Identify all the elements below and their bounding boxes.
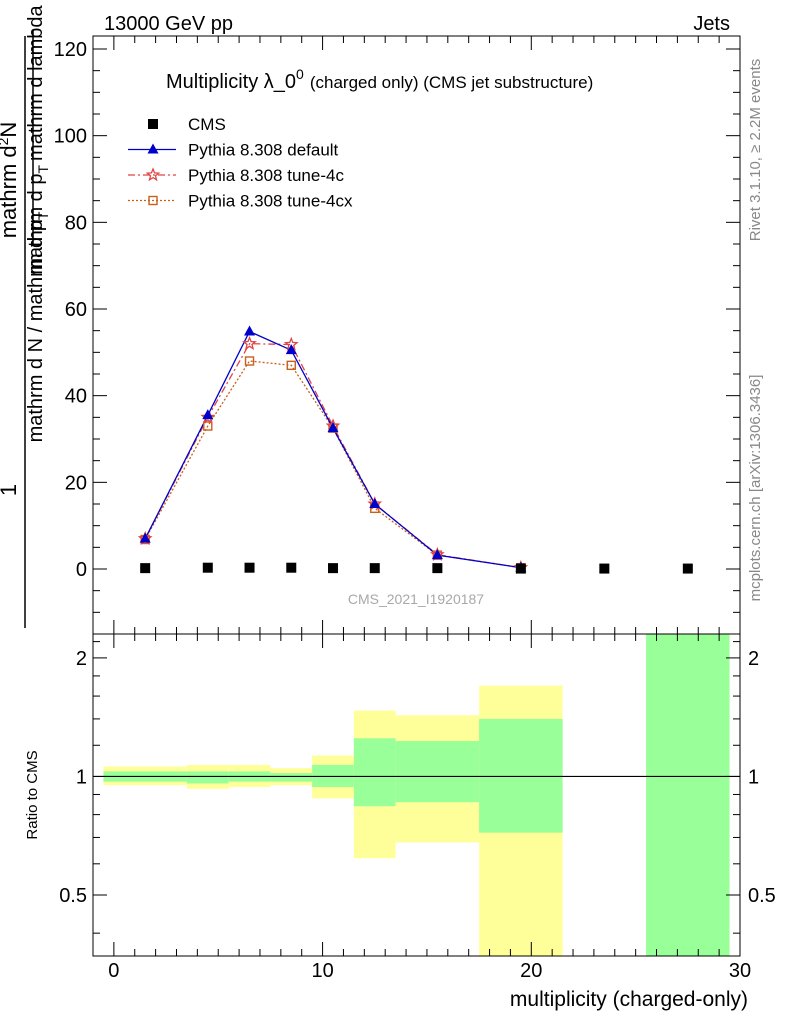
legend-marker-pythia-8-308-default bbox=[147, 143, 159, 154]
ratio-ylabel: Ratio to CMS bbox=[24, 750, 41, 839]
ratio-inner-band bbox=[395, 741, 480, 803]
legend: CMS Pythia 8.308 default Pythia 8.308 tune… bbox=[128, 115, 353, 211]
legend-marker-pythia-8-308-tune-4cx bbox=[148, 195, 158, 206]
mcplots-label: mcplots.cern.ch [arXiv:1306.3436] bbox=[747, 375, 764, 602]
ratio-inner-band bbox=[479, 718, 563, 833]
ratio-y-tick-label: 0.5 bbox=[59, 885, 87, 907]
ratio-y-tick-label-right: 2 bbox=[748, 648, 759, 670]
ratio-inner-band bbox=[353, 738, 396, 807]
x-tick-label: 10 bbox=[311, 960, 333, 982]
main-panel: 0 20 40 60 80 100 120 Multiplicity λ_00 (charge… bbox=[0, 4, 741, 635]
series-line-pythia-8-308-tune-4cx bbox=[144, 360, 521, 569]
x-tick-label: 30 bbox=[729, 960, 751, 982]
main-ytick-labels: 0 20 40 60 80 100 120 bbox=[54, 39, 87, 581]
legend-marker-pythia-8-308-tune-4c bbox=[145, 167, 161, 182]
ratio-tick-labels: 0.5 0.51 12 20 10 20 30 bbox=[59, 648, 776, 982]
data-point-pythia-8-308-tune-4cx bbox=[286, 360, 296, 371]
data-point-pythia-8-308-default bbox=[285, 344, 297, 355]
main-axis-ticks bbox=[92, 36, 741, 635]
main-y-tick-label: 40 bbox=[65, 386, 87, 408]
process-label: Jets bbox=[693, 13, 730, 35]
data-point-pythia-8-308-default bbox=[327, 422, 339, 433]
main-y-tick-label: 20 bbox=[65, 472, 87, 494]
x-axis-label: multiplicity (charged-only) bbox=[510, 988, 748, 1011]
data-point-cms bbox=[515, 563, 526, 574]
legend-label: Pythia 8.308 tune-4cx bbox=[188, 192, 353, 211]
main-series-lines bbox=[144, 330, 522, 569]
ylabel-rhs-den: mathrm d pTmathrm d lambda bbox=[25, 4, 51, 274]
main-y-tick-label: 0 bbox=[76, 559, 87, 581]
data-point-cms bbox=[202, 562, 213, 573]
main-y-tick-label: 120 bbox=[54, 39, 87, 61]
main-y-tick-label: 80 bbox=[65, 212, 87, 234]
data-point-cms bbox=[244, 562, 255, 573]
x-tick-label: 20 bbox=[520, 960, 542, 982]
main-y-tick-label: 60 bbox=[65, 299, 87, 321]
rivet-label: Rivet 3.1.10, ≥ 2.2M events bbox=[747, 59, 764, 242]
series-line-pythia-8-308-default bbox=[144, 330, 521, 569]
data-point-pythia-8-308-default bbox=[369, 498, 381, 508]
data-point-pythia-8-308-tune-4c bbox=[200, 409, 216, 424]
ratio-bands bbox=[103, 634, 730, 956]
legend-label: Pythia 8.308 tune-4c bbox=[188, 166, 344, 185]
ylabel-frac-den: mathrm d N / mathrm d pT bbox=[25, 211, 51, 442]
ratio-y-tick-label: 2 bbox=[76, 648, 87, 670]
data-point-cms bbox=[599, 563, 610, 574]
data-point-cms bbox=[286, 562, 297, 573]
data-point-cms bbox=[682, 563, 693, 574]
data-point-pythia-8-308-default bbox=[431, 549, 443, 560]
data-point-cms bbox=[328, 563, 339, 574]
legend-label: Pythia 8.308 default bbox=[188, 141, 339, 160]
ylabel-rhs-num: mathrm d2N bbox=[0, 122, 21, 239]
x-tick-label: 0 bbox=[108, 960, 119, 982]
ylabel-frac-num: 1 bbox=[0, 484, 21, 496]
chart-title: Multiplicity λ_00 (charged only) (CMS jet… bbox=[166, 66, 593, 93]
ratio-y-tick-label: 1 bbox=[76, 766, 87, 788]
data-point-cms bbox=[432, 563, 443, 574]
ratio-y-tick-label-right: 0.5 bbox=[748, 885, 776, 907]
data-point-pythia-8-308-default bbox=[139, 532, 151, 543]
energy-label: 13000 GeV pp bbox=[104, 13, 233, 35]
data-point-pythia-8-308-tune-4c bbox=[242, 335, 257, 350]
data-point-pythia-8-308-default bbox=[244, 325, 256, 336]
ratio-frame bbox=[92, 633, 741, 957]
ratio-inner-band bbox=[270, 773, 313, 782]
data-point-pythia-8-308-tune-4cx bbox=[203, 421, 213, 431]
main-series-markers bbox=[137, 325, 693, 574]
ratio-panel: 0.5 0.51 12 20 10 20 30 Ratio to CMS multiplic… bbox=[24, 633, 776, 1011]
watermark: CMS_2021_I1920187 bbox=[348, 591, 484, 607]
data-point-cms bbox=[140, 563, 151, 574]
legend-marker-cms bbox=[148, 119, 158, 129]
series-line-pythia-8-308-tune-4c bbox=[144, 343, 522, 569]
ratio-inner-band bbox=[186, 771, 229, 784]
data-point-pythia-8-308-default bbox=[202, 409, 214, 420]
main-y-tick-label: 100 bbox=[54, 126, 87, 148]
legend-label: CMS bbox=[188, 115, 226, 134]
ratio-inner-band bbox=[646, 634, 730, 956]
y-axis-label: 1 mathrm d N / mathrm d pT mathrm d2N ma… bbox=[0, 4, 51, 628]
ratio-axis-ticks bbox=[92, 634, 741, 956]
data-point-cms bbox=[369, 563, 380, 574]
ratio-y-tick-label-right: 1 bbox=[748, 766, 759, 788]
data-point-pythia-8-308-tune-4cx bbox=[244, 356, 255, 366]
